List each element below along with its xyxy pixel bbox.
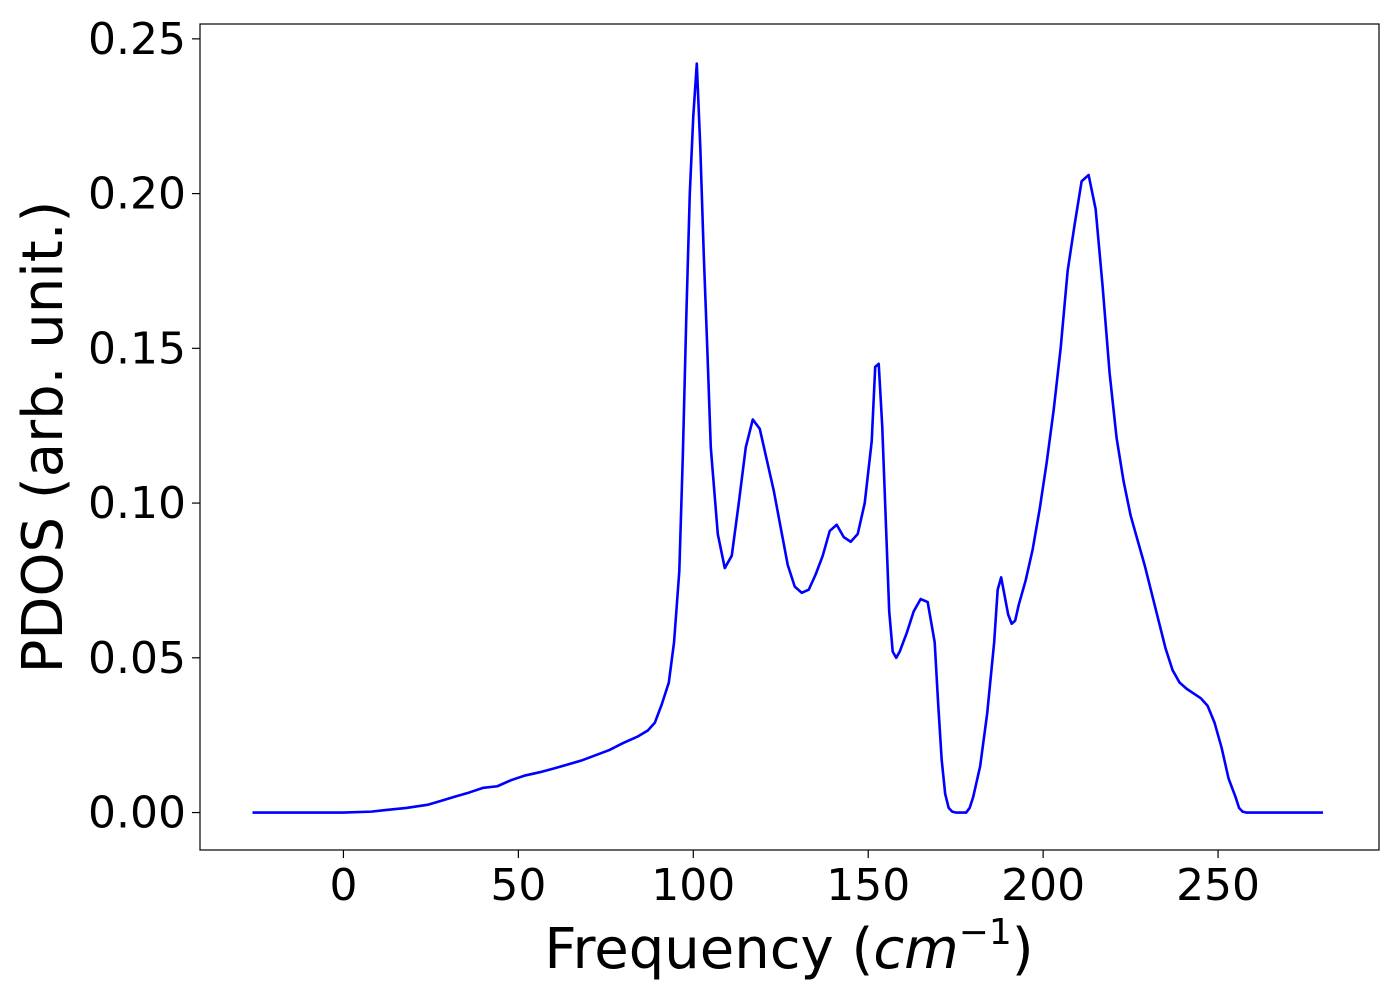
y-axis: 0.00 0.05 0.10 0.15 0.20 0.25 bbox=[88, 14, 200, 839]
x-axis-label: Frequency (cm−1) bbox=[544, 912, 1033, 982]
x-tick-label: 50 bbox=[490, 860, 546, 911]
x-axis-label-close: ) bbox=[1012, 917, 1034, 982]
y-tick-label: 0.10 bbox=[88, 478, 186, 529]
y-axis-label: PDOS (arb. unit.) bbox=[11, 201, 76, 674]
y-tick-label: 0.15 bbox=[88, 323, 186, 374]
y-tick-label: 0.05 bbox=[88, 633, 186, 684]
x-axis-label-exponent: −1 bbox=[959, 912, 1012, 953]
x-tick-label: 100 bbox=[651, 860, 735, 911]
plot-content bbox=[252, 62, 1324, 814]
y-tick-label: 0.20 bbox=[88, 169, 186, 220]
y-tick-label: 0.25 bbox=[88, 14, 186, 65]
plot-frame bbox=[199, 23, 1380, 851]
x-axis: 0 50 100 150 200 250 bbox=[329, 850, 1260, 911]
x-axis-label-text: Frequency ( bbox=[544, 917, 873, 982]
x-tick-label: 250 bbox=[1176, 860, 1260, 911]
x-tick-label: 200 bbox=[1001, 860, 1085, 911]
pdos-series-line bbox=[252, 62, 1324, 814]
x-tick-label: 150 bbox=[826, 860, 910, 911]
x-tick-label: 0 bbox=[329, 860, 357, 911]
y-tick-label: 0.00 bbox=[88, 788, 186, 839]
x-axis-label-unit: cm bbox=[873, 917, 958, 982]
